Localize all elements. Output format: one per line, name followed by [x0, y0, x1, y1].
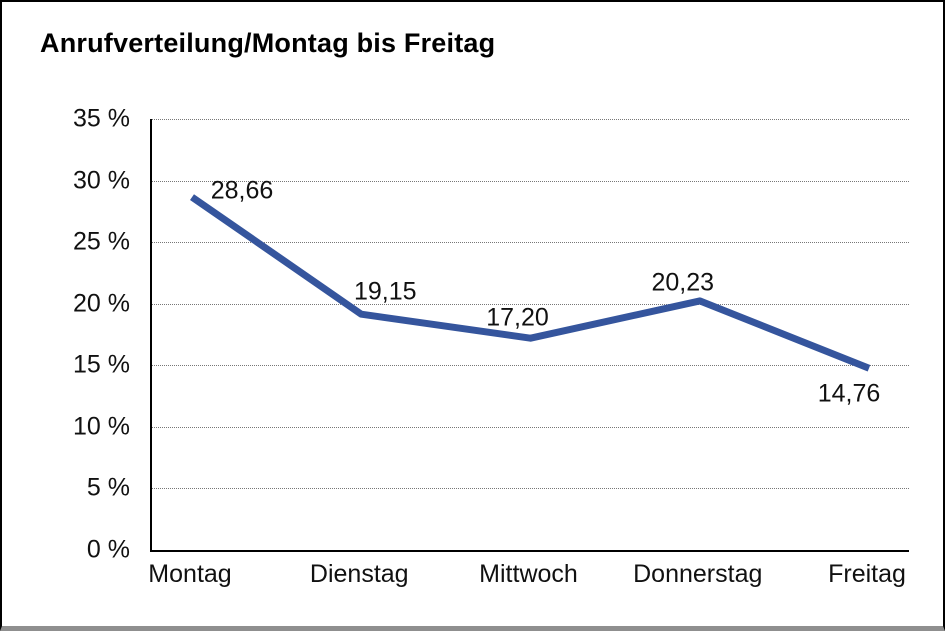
series-line-svg — [190, 194, 871, 372]
data-point-label: 20,23 — [651, 268, 715, 297]
y-tick-label: 5 % — [86, 473, 130, 502]
series-line — [190, 194, 871, 372]
x-tick-label: Dienstag — [309, 560, 409, 588]
y-tick-label: 30 % — [73, 166, 130, 195]
gridline — [152, 426, 909, 428]
chart-title: Anrufverteilung/Montag bis Freitag — [40, 28, 496, 58]
x-tick-label: Freitag — [828, 560, 906, 588]
y-tick-label: 10 % — [73, 412, 130, 441]
y-tick-label: 15 % — [73, 350, 130, 379]
data-point-label: 14,76 — [817, 379, 881, 408]
x-tick-label: Donnerstag — [633, 560, 763, 588]
gridline — [152, 119, 909, 120]
y-tick-label: 25 % — [73, 227, 130, 256]
gridline — [152, 365, 909, 367]
y-tick-label: 35 % — [73, 104, 130, 133]
x-tick-label: Montag — [148, 560, 232, 588]
data-point-label: 17,20 — [486, 303, 549, 332]
gridline — [152, 180, 909, 182]
y-tick-label: 0 % — [86, 535, 130, 564]
gridline — [152, 303, 909, 305]
gridline — [152, 488, 909, 490]
data-point-label: 19,15 — [353, 277, 417, 306]
plot-area — [150, 119, 909, 552]
y-tick-label: 20 % — [73, 289, 130, 318]
data-point-label: 28,66 — [210, 176, 274, 205]
x-tick-label: Mittwoch — [479, 560, 578, 588]
gridline — [152, 242, 909, 244]
